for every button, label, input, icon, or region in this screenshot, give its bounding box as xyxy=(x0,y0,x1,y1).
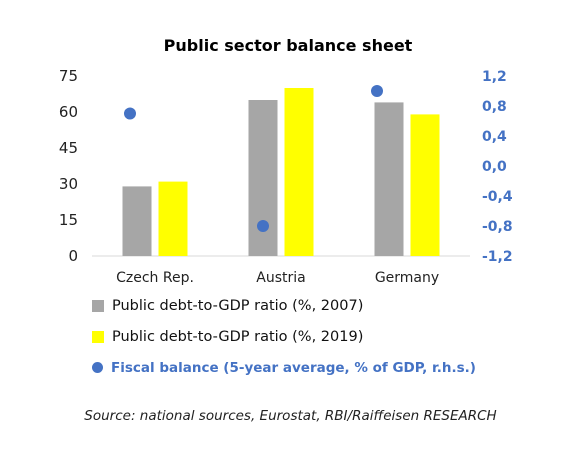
bar-2019 xyxy=(410,114,440,257)
legend-label-2007: Public debt-to-GDP ratio (%, 2007) xyxy=(112,297,364,314)
fiscal-balance-point xyxy=(257,220,269,232)
right-axis: -1,2 -0,8 -0,4 0,0 0,4 0,8 1,2 xyxy=(482,69,513,265)
category-label: Czech Rep. xyxy=(116,270,194,286)
bar-2019 xyxy=(158,181,188,256)
bar-2019 xyxy=(284,88,314,256)
source-note: Source: national sources, Eurostat, RBI/… xyxy=(84,408,497,424)
y-tick-label: 60 xyxy=(59,103,78,121)
y-tick-label: 15 xyxy=(59,211,78,229)
category-label: Austria xyxy=(256,270,305,286)
fiscal-balance-points xyxy=(124,85,383,232)
fiscal-balance-point xyxy=(371,85,383,97)
y-tick-label: 30 xyxy=(59,175,78,193)
fiscal-balance-point xyxy=(124,107,136,120)
legend-swatch-2019 xyxy=(92,330,104,343)
y2-tick-label: 0,0 xyxy=(482,159,507,175)
category-labels: Czech Rep. Austria Germany xyxy=(116,270,439,286)
bar-2007 xyxy=(248,100,278,256)
legend-label-fiscal: Fiscal balance (5-year average, % of GDP… xyxy=(111,359,476,376)
bar-2007 xyxy=(374,102,404,257)
legend-item-debt-2007: Public debt-to-GDP ratio (%, 2007) xyxy=(92,290,476,321)
y2-tick-label: -0,8 xyxy=(482,219,513,235)
chart-title: Public sector balance sheet xyxy=(164,36,413,55)
y-tick-label: 45 xyxy=(59,139,78,157)
y-tick-label: 75 xyxy=(59,67,78,85)
legend-label-2019: Public debt-to-GDP ratio (%, 2019) xyxy=(112,328,364,345)
y2-tick-label: 1,2 xyxy=(482,69,507,85)
bar-2007 xyxy=(122,186,152,256)
bars xyxy=(122,88,440,257)
y2-tick-label: 0,8 xyxy=(482,99,507,115)
y2-tick-label: -1,2 xyxy=(482,249,513,265)
y-tick-label: 0 xyxy=(68,247,78,265)
legend-item-fiscal-balance: Fiscal balance (5-year average, % of GDP… xyxy=(92,352,476,383)
legend-swatch-2007 xyxy=(92,299,104,312)
legend-item-debt-2019: Public debt-to-GDP ratio (%, 2019) xyxy=(92,321,476,352)
left-axis: 0 15 30 45 60 75 xyxy=(59,67,78,265)
y2-tick-label: -0,4 xyxy=(482,189,513,205)
category-label: Germany xyxy=(375,270,439,286)
legend: Public debt-to-GDP ratio (%, 2007) Publi… xyxy=(92,290,476,383)
legend-dot-fiscal xyxy=(92,362,103,373)
y2-tick-label: 0,4 xyxy=(482,129,507,145)
chart-plot: Public sector balance sheet 01530456075 … xyxy=(59,36,513,286)
